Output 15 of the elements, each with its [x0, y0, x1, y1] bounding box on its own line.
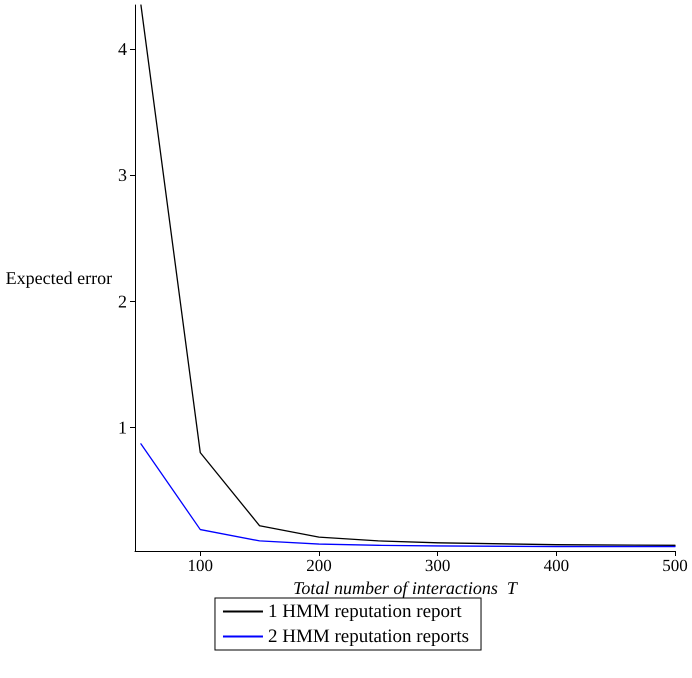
- y-tick-label: 2: [118, 291, 127, 312]
- y-axis-title: Expected error: [6, 268, 112, 288]
- line-series: [140, 443, 676, 548]
- x-tick-label: 400: [544, 556, 570, 575]
- y-tick-label: 1: [118, 417, 127, 438]
- x-tick-label: 500: [662, 556, 688, 575]
- x-axis-title: Total number of interactions T: [293, 578, 519, 598]
- y-tick-label: 4: [118, 39, 127, 60]
- x-tick-label: 300: [424, 556, 450, 575]
- legend-label: 2 HMM reputation reports: [268, 626, 470, 647]
- line-series: [140, 4, 676, 546]
- y-tick-label: 3: [118, 165, 127, 186]
- x-tick-label: 200: [306, 556, 332, 575]
- x-tick-label: 100: [188, 556, 214, 575]
- legend-label: 1 HMM reputation report: [268, 601, 462, 622]
